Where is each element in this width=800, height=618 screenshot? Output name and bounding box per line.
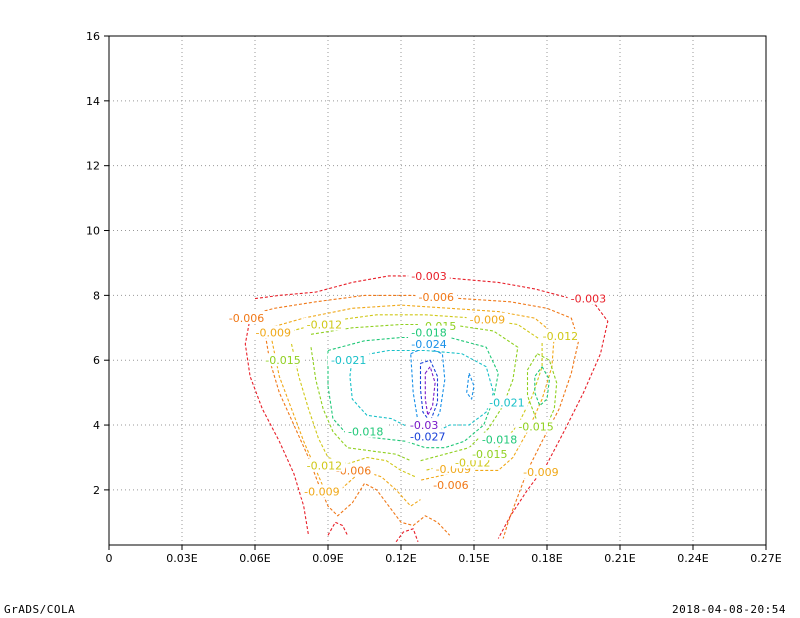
contour-label: -0.018 [348,426,383,439]
x-tick-label: 0.12E [385,552,416,565]
footer-credit: GrADS/COLA [4,603,76,616]
x-tick-label: 0.09E [312,552,343,565]
contour-label: -0.009 [304,486,339,499]
contour-label-bg [466,312,509,326]
contour-label-bg [408,268,450,282]
contour-label-bg [520,465,562,479]
contour-label-bg [469,447,511,461]
contour-label: -0.027 [410,430,445,443]
contour-label: -0.015 [518,421,553,434]
contour-line [424,366,436,416]
contour-label-bg [478,432,521,446]
contour-line [310,323,519,462]
contour-label-bg [303,458,346,472]
contour-label-bg [515,419,557,433]
y-tick-label: 16 [86,30,100,43]
contour-line [310,347,411,462]
contour-label-bg [406,418,442,432]
contour-line [466,373,475,400]
contour-label: -0.009 [256,327,291,340]
contour-line [271,340,421,507]
contour-label-bg [327,353,370,367]
contour-label: -0.012 [307,460,342,473]
x-tick-label: 0.27E [750,552,781,565]
x-tick-label: 0.24E [677,552,708,565]
y-tick-label: 14 [86,95,100,108]
contour-label: -0.012 [307,319,342,332]
y-tick-label: 6 [93,354,100,367]
contour-label: -0.012 [543,330,578,343]
contour-line [291,314,543,471]
contour-line [269,304,555,481]
plot-frame [108,35,767,546]
contour-label: -0.003 [411,270,446,283]
contour-label-bg [430,478,472,492]
contour-label-bg [301,484,343,498]
x-tick-label: 0.03E [166,552,197,565]
contour-label-bg [415,289,458,303]
contour-label-bg [225,311,268,325]
contour-line [264,330,451,536]
contour-label: -0.006 [419,291,454,304]
contour-line [327,521,348,536]
contour-label: -0.021 [489,396,524,409]
contour-line [244,317,310,536]
footer-timestamp: 2018-04-08-20:54 [672,603,786,616]
contour-line [290,343,416,478]
x-tick-label: 0 [106,552,113,565]
y-tick-label: 10 [86,225,100,238]
contour-line [419,359,439,423]
contour-lines [244,275,609,543]
y-tick-label: 8 [93,289,100,302]
contour-label: -0.021 [331,354,366,367]
contour-label-bg [539,328,582,342]
y-tick-label: 12 [86,160,100,173]
contour-label-bg [408,325,450,339]
x-tick-label: 0.15E [458,552,489,565]
contour-label: -0.024 [411,338,446,351]
contour-label-bg [567,291,610,305]
contour-label: -0.006 [433,479,468,492]
axis-ticks: 0 0.03E 0.06E 0.09E 0.12E 0.15E 0.18E 0.21E 0.24… [86,30,782,565]
contour-label-bg [408,336,450,350]
x-tick-label: 0.18E [531,552,562,565]
contour-labels: -0.003-0.003-0.006-0.006-0.006-0.006-0.0… [225,268,610,499]
contour-label: -0.006 [229,312,264,325]
contour-label-bg [303,317,346,331]
x-tick-label: 0.06E [239,552,270,565]
contour-label-bg [252,325,295,339]
y-tick-label: 4 [93,419,100,432]
contour-line [395,528,419,543]
contour-label: -0.009 [470,314,505,327]
contour-label: -0.018 [411,327,446,340]
contour-label-bg [262,353,304,367]
contour-label-bg [486,395,528,409]
contour-label-bg [344,424,387,438]
contour-label-bg [406,429,449,443]
contour-label: -0.015 [472,448,507,461]
y-tick-label: 2 [93,484,100,497]
contour-label: -0.018 [482,434,517,447]
contour-label: -0.003 [571,293,606,306]
contour-label: -0.015 [265,354,300,367]
contour-line [249,294,580,539]
x-tick-label: 0.21E [604,552,635,565]
contour-line [349,349,495,436]
contour-label: -0.009 [523,466,558,479]
contour-label: -0.03 [410,419,438,432]
